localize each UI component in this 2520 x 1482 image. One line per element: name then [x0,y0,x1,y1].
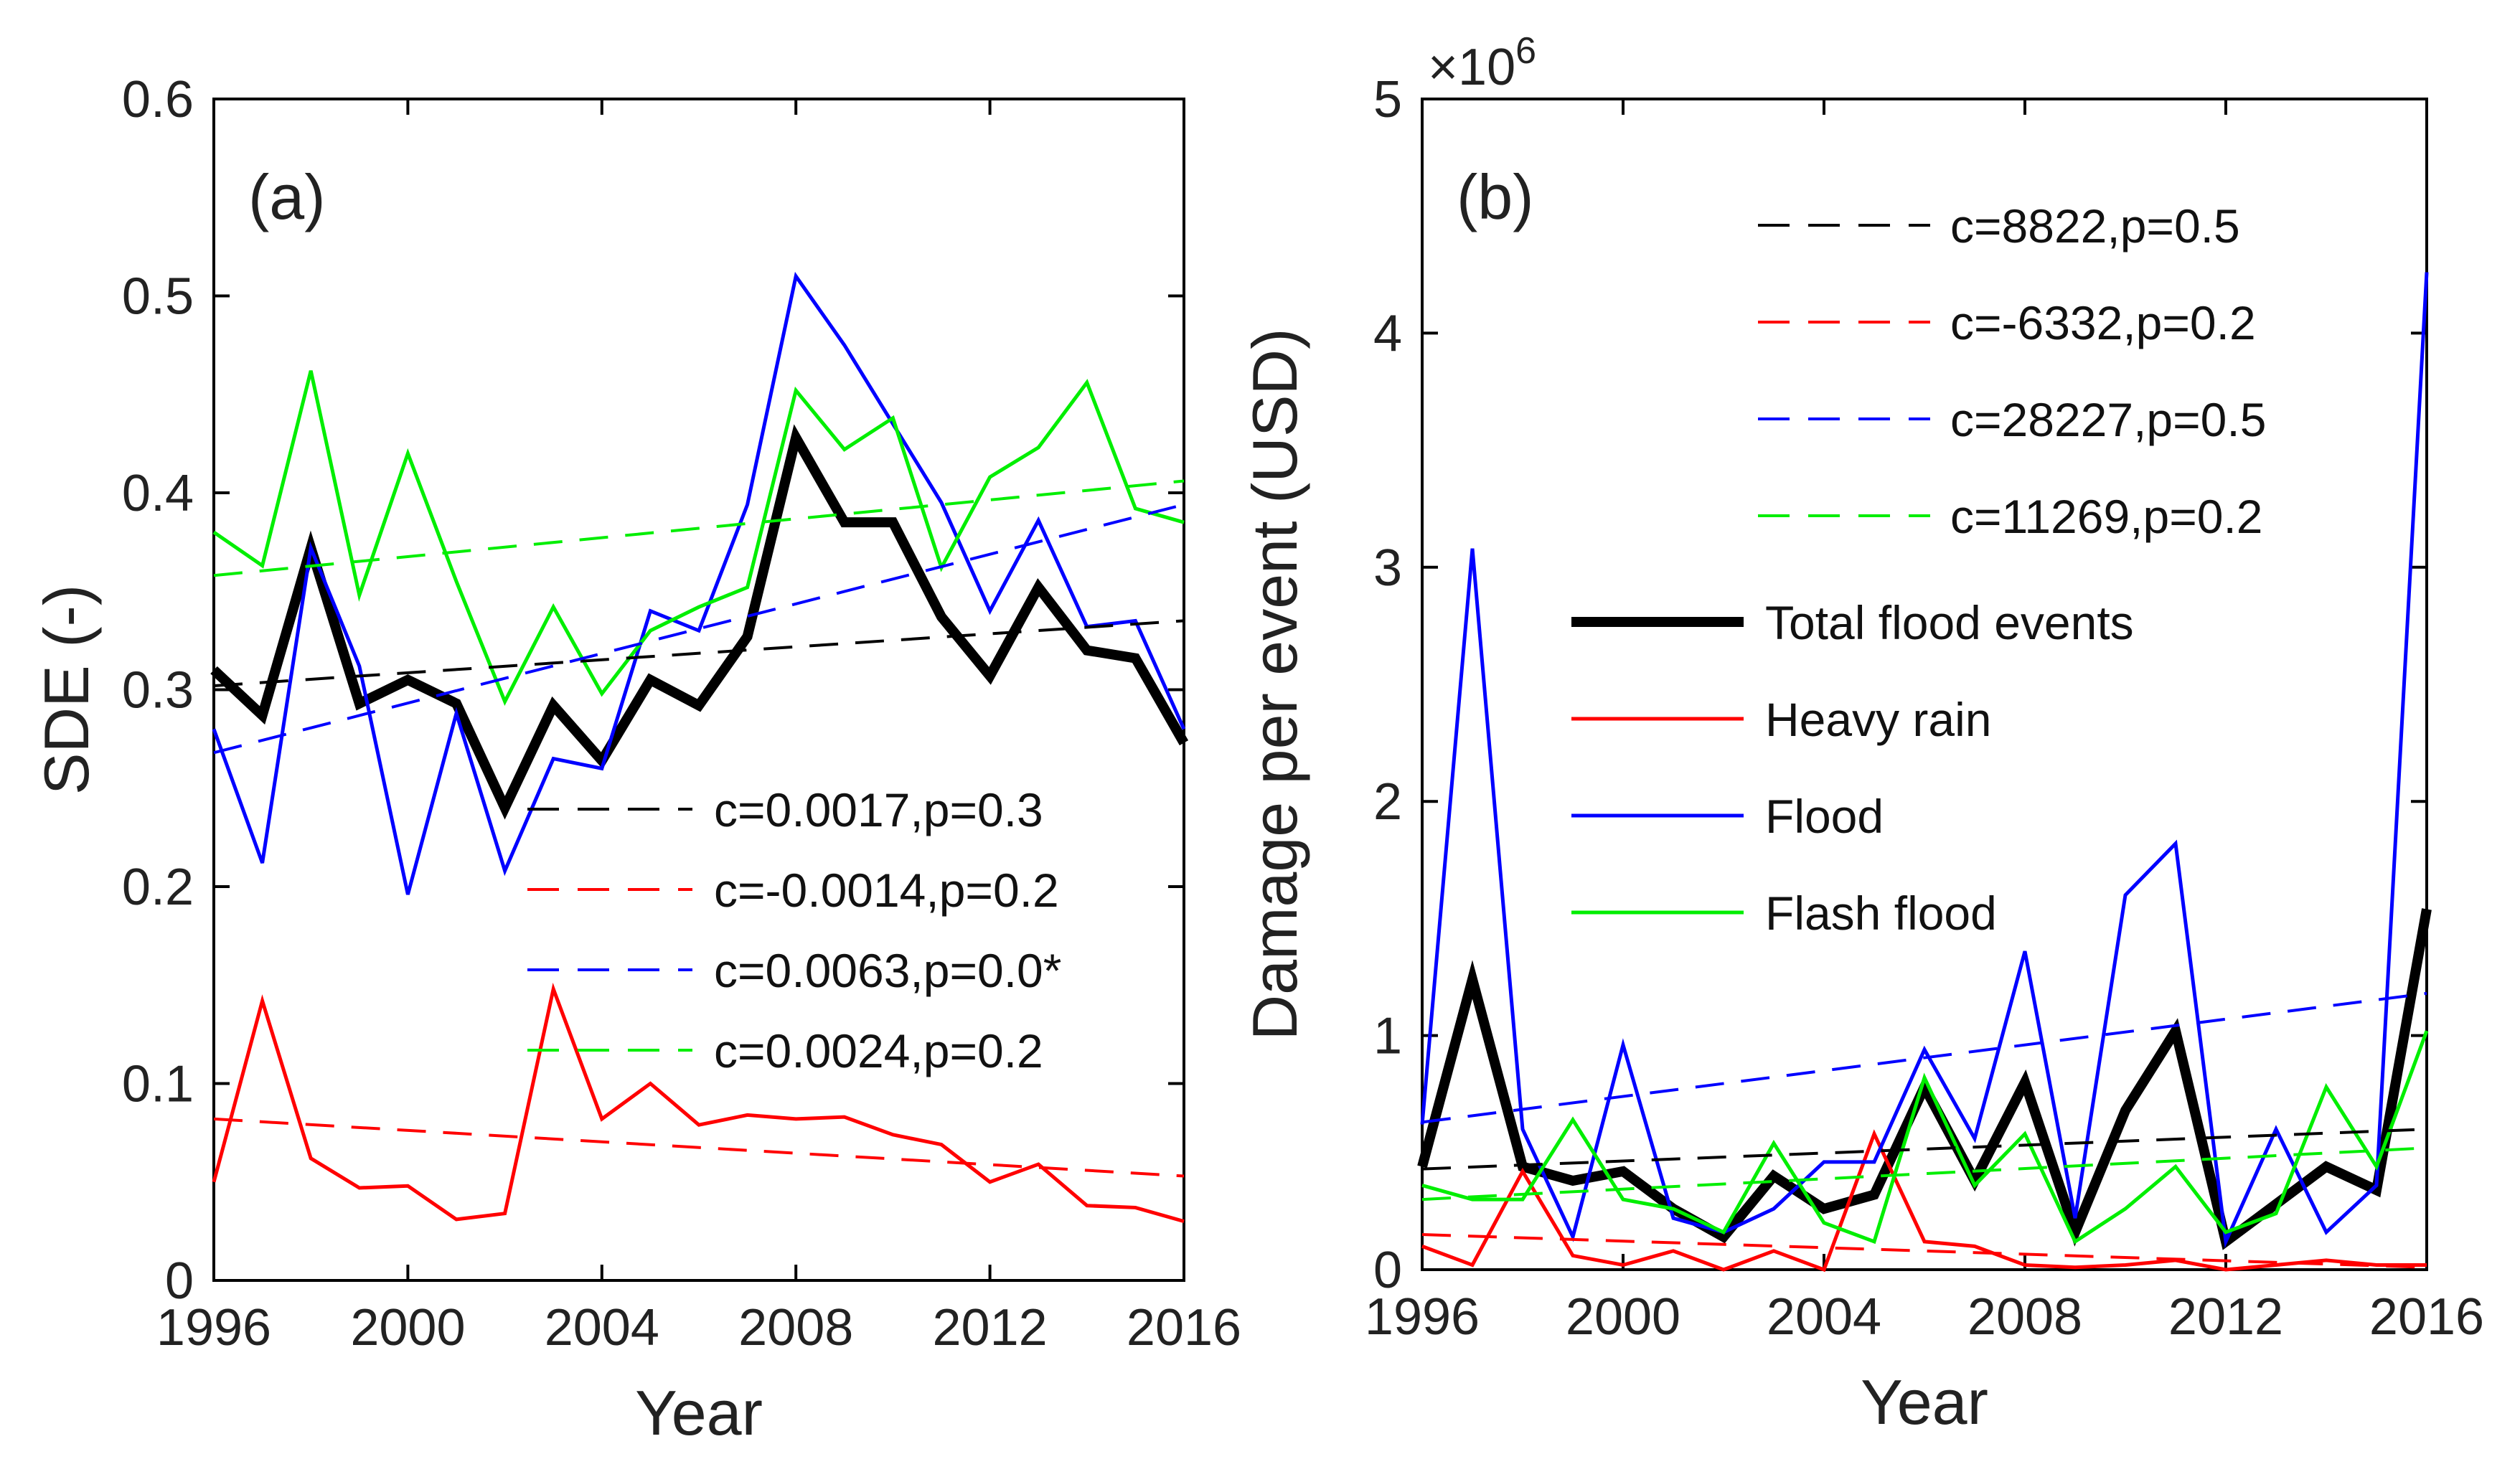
series-legend-label-b-2: Flood [1765,790,1884,843]
axes-box-b [1421,98,2428,1271]
x-tick-label-b: 2016 [2369,1288,2484,1346]
x-tick-label-a: 1996 [156,1299,271,1356]
y-tick-label-a: 0.3 [122,662,194,719]
series-line-a-2 [212,271,1186,895]
y-tick-label-a: 0.6 [122,71,194,128]
x-tick-label-b: 2008 [1967,1288,2082,1346]
y-tick-label-a: 0 [165,1252,194,1310]
panel-b-chart: 1996 2000 2004 2008 2012 2016 0 1 2 3 4 5 Year Damage… [1239,30,2484,1438]
y-tick-label-b: 0 [1373,1242,1402,1299]
series-legend-label-b-3: Flash flood [1765,887,1997,940]
y-axis-label-b: Damage per event (USD) [1239,329,1310,1041]
x-axis-label-a: Year [635,1377,763,1448]
x-tick-label-b: 1996 [1365,1288,1480,1346]
x-tick-label-a: 2000 [350,1299,465,1356]
y-exponent-power-b: 6 [1515,30,1536,72]
trend-line-b-3 [1421,1146,2427,1202]
y-tick-label-a: 0.4 [122,465,194,522]
y-tick-label-b: 2 [1373,773,1402,831]
x-tick-label-b: 2000 [1566,1288,1680,1346]
y-tick-label-a: 0.5 [122,268,194,326]
trend-legend-label-a-0: c=0.0017,p=0.3 [714,783,1043,836]
series-line-a-0 [210,424,1189,820]
trend-legend-label-a-3: c=0.0024,p=0.2 [714,1024,1043,1077]
trend-legend-label-b-1: c=-6332,p=0.2 [1950,296,2256,349]
x-tick-label-a: 2004 [545,1299,659,1356]
x-tick-label-a: 2016 [1127,1299,1241,1356]
trend-legend-label-b-0: c=8822,p=0.5 [1950,199,2240,252]
y-tick-label-b: 3 [1373,539,1402,597]
trend-legend-label-b-3: c=11269,p=0.2 [1950,490,2263,543]
y-tick-label-a: 0.1 [122,1056,194,1113]
y-exponent-label-b: ×106 [1428,30,1536,96]
trend-line-a-0 [213,619,1185,688]
trend-line-b-2 [1421,991,2427,1124]
x-tick-label-b: 2004 [1767,1288,1881,1346]
trend-legend-label-a-1: c=-0.0014,p=0.2 [714,864,1059,917]
trend-line-a-2 [213,503,1185,755]
trend-line-b-1 [1421,1233,2427,1269]
y-tick-label-b: 5 [1373,71,1402,128]
y-tick-label-b: 4 [1373,305,1402,362]
series-line-b-2 [1420,272,2429,1249]
panel-a-chart: 1996 2000 2004 2008 2012 2016 0 0.1 0.2 0.3 0.4 0.5… [31,71,1241,1448]
y-tick-label-b: 1 [1373,1008,1402,1065]
series-line-b-1 [1421,1129,2427,1273]
series-line-b-3 [1421,1030,2429,1245]
panel-label-a: (a) [248,161,326,232]
trend-line-a-1 [213,1117,1185,1178]
x-tick-label-a: 2012 [933,1299,1048,1356]
x-axis-label-b: Year [1861,1367,1988,1438]
x-tick-label-a: 2008 [738,1299,853,1356]
series-line-a-1 [212,982,1185,1224]
series-line-a-3 [212,370,1185,706]
trend-legend-label-a-2: c=0.0063,p=0.0* [714,944,1061,997]
trend-line-b-0 [1421,1128,2427,1171]
series-legend-label-b-0: Total flood events [1765,596,2134,649]
panel-label-b: (b) [1457,161,1534,232]
y-tick-label-a: 0.2 [122,859,194,916]
series-legend-label-b-1: Heavy rain [1765,693,1991,746]
trend-line-a-3 [213,479,1185,577]
trend-legend-label-b-2: c=28227,p=0.5 [1950,393,2266,446]
y-axis-label-a: SDE (-) [31,585,102,795]
x-tick-label-b: 2012 [2168,1288,2283,1346]
